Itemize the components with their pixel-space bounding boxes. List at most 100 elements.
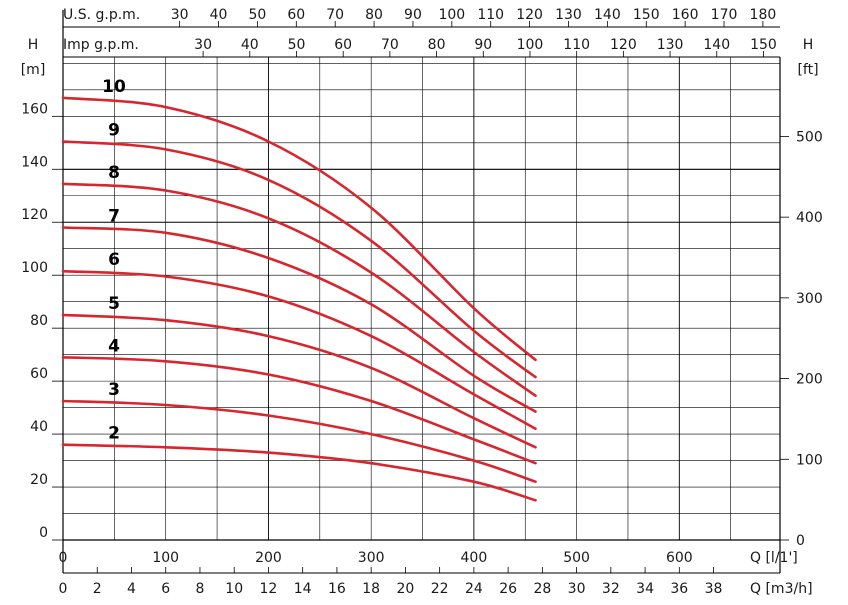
curve-6 (61, 269, 537, 431)
usgpm-tick: 110 (477, 7, 504, 23)
top-axis-usgpm-ticks: 30 40 50 60 70 80 90 100 110 120 130 140 150 160 170 18… (171, 7, 777, 27)
x-tick-lmin: 600 (666, 550, 693, 566)
x-tick-lmin: 0 (59, 550, 68, 566)
impgpm-tick: 120 (610, 37, 637, 53)
curve-label-8: 8 (108, 163, 120, 183)
x-tick-m3h: 2 (93, 581, 102, 597)
x-axis-lmin-label: Q [l/1'] (750, 550, 798, 566)
y-tick-m: 160 (21, 101, 48, 117)
usgpm-tick: 170 (711, 7, 738, 23)
impgpm-tick: 80 (428, 37, 446, 53)
y-tick-ft: 500 (796, 129, 823, 145)
impgpm-tick: 140 (703, 37, 730, 53)
impgpm-tick: 40 (241, 37, 259, 53)
x-tick-m3h: 8 (195, 581, 204, 597)
usgpm-tick: 180 (750, 7, 777, 23)
curve-label-10: 10 (102, 77, 126, 97)
curve-8 (61, 182, 537, 397)
impgpm-tick: 100 (517, 37, 544, 53)
usgpm-tick: 50 (249, 7, 267, 23)
y-tick-ft: 300 (796, 291, 823, 307)
curve-10 (61, 96, 537, 362)
impgpm-tick: 60 (334, 37, 352, 53)
y-axis-ft-letter: H (803, 37, 814, 53)
impgpm-tick: 90 (474, 37, 492, 53)
grid (63, 57, 780, 540)
curve-7 (61, 226, 537, 413)
x-tick-lmin: 500 (563, 550, 590, 566)
usgpm-tick: 130 (555, 7, 582, 23)
usgpm-tick: 40 (210, 7, 228, 23)
curve-9 (61, 140, 537, 379)
x-tick-m3h: 12 (260, 581, 278, 597)
x-tick-m3h: 6 (161, 581, 170, 597)
curves (61, 96, 537, 502)
y-axis-m-unit: [m] (21, 62, 46, 78)
curve-labels: 2 3 4 5 6 7 8 9 10 (102, 77, 126, 444)
y-tick-m: 120 (21, 207, 48, 223)
curve-label-5: 5 (108, 294, 120, 314)
impgpm-tick: 30 (194, 37, 212, 53)
curve-2 (61, 443, 537, 502)
usgpm-tick: 80 (365, 7, 383, 23)
usgpm-tick: 30 (171, 7, 189, 23)
impgpm-tick: 70 (381, 37, 399, 53)
curve-4 (61, 356, 537, 465)
x-tick-m3h: 30 (568, 581, 586, 597)
y-axis-ft-unit: [ft] (797, 62, 818, 78)
y-tick-m: 100 (21, 260, 48, 276)
plot-frame (62, 10, 781, 574)
impgpm-tick: 130 (657, 37, 684, 53)
curve-label-2: 2 (108, 424, 120, 444)
y-tick-ft: 400 (796, 210, 823, 226)
y-axis-m-letter: H (28, 37, 39, 53)
usgpm-tick: 60 (287, 7, 305, 23)
curve-3 (61, 399, 537, 483)
x-tick-lmin: 300 (358, 550, 385, 566)
usgpm-tick: 70 (326, 7, 344, 23)
x-tick-m3h: 32 (602, 581, 620, 597)
impgpm-tick: 50 (288, 37, 306, 53)
impgpm-tick: 110 (563, 37, 590, 53)
x-tick-lmin: 400 (461, 550, 488, 566)
x-tick-m3h: 20 (396, 581, 414, 597)
curve-label-7: 7 (108, 207, 120, 227)
y-axis-m-ticks: 0 20 40 60 80 100 120 140 160 (21, 101, 63, 541)
x-axis-m3h-label: Q [m3/h] (750, 581, 813, 597)
x-tick-m3h: 22 (431, 581, 449, 597)
y-tick-m: 60 (30, 366, 48, 382)
y-tick-m: 0 (39, 525, 48, 541)
x-axis-m3h-ticks: 0 2 4 6 8 10 12 14 16 18 20 22 24 26 28 30 32 34 36 38 (59, 567, 723, 597)
x-tick-lmin: 200 (255, 550, 282, 566)
usgpm-tick: 120 (516, 7, 543, 23)
x-tick-lmin: 100 (152, 550, 179, 566)
x-tick-m3h: 36 (670, 581, 688, 597)
curve-label-6: 6 (108, 250, 120, 270)
usgpm-tick: 100 (438, 7, 465, 23)
curve-label-3: 3 (108, 380, 120, 400)
x-tick-m3h: 16 (328, 581, 346, 597)
curve-label-4: 4 (108, 336, 120, 356)
x-axis-lmin-ticks: 0 100 200 300 400 500 600 (59, 550, 693, 566)
x-tick-m3h: 4 (127, 581, 136, 597)
y-tick-m: 20 (30, 472, 48, 488)
y-tick-m: 80 (30, 313, 48, 329)
top-axis-impgpm-label: Imp g.p.m. (63, 37, 139, 53)
x-tick-m3h: 38 (705, 581, 723, 597)
x-tick-m3h: 34 (636, 581, 654, 597)
y-tick-ft: 100 (796, 452, 823, 468)
y-tick-ft: 0 (796, 533, 805, 549)
y-tick-ft: 200 (796, 372, 823, 388)
y-tick-m: 140 (21, 154, 48, 170)
top-axis-impgpm-ticks: 30 40 50 60 70 80 90 100 110 120 130 140 150 (194, 37, 777, 57)
x-tick-m3h: 18 (362, 581, 380, 597)
curve-5 (61, 313, 537, 449)
usgpm-tick: 160 (672, 7, 699, 23)
usgpm-tick: 150 (633, 7, 660, 23)
x-tick-m3h: 28 (533, 581, 551, 597)
top-axis-usgpm-label: U.S. g.p.m. (63, 7, 140, 23)
x-tick-m3h: 10 (225, 581, 243, 597)
x-tick-m3h: 24 (465, 581, 483, 597)
x-tick-m3h: 0 (59, 581, 68, 597)
